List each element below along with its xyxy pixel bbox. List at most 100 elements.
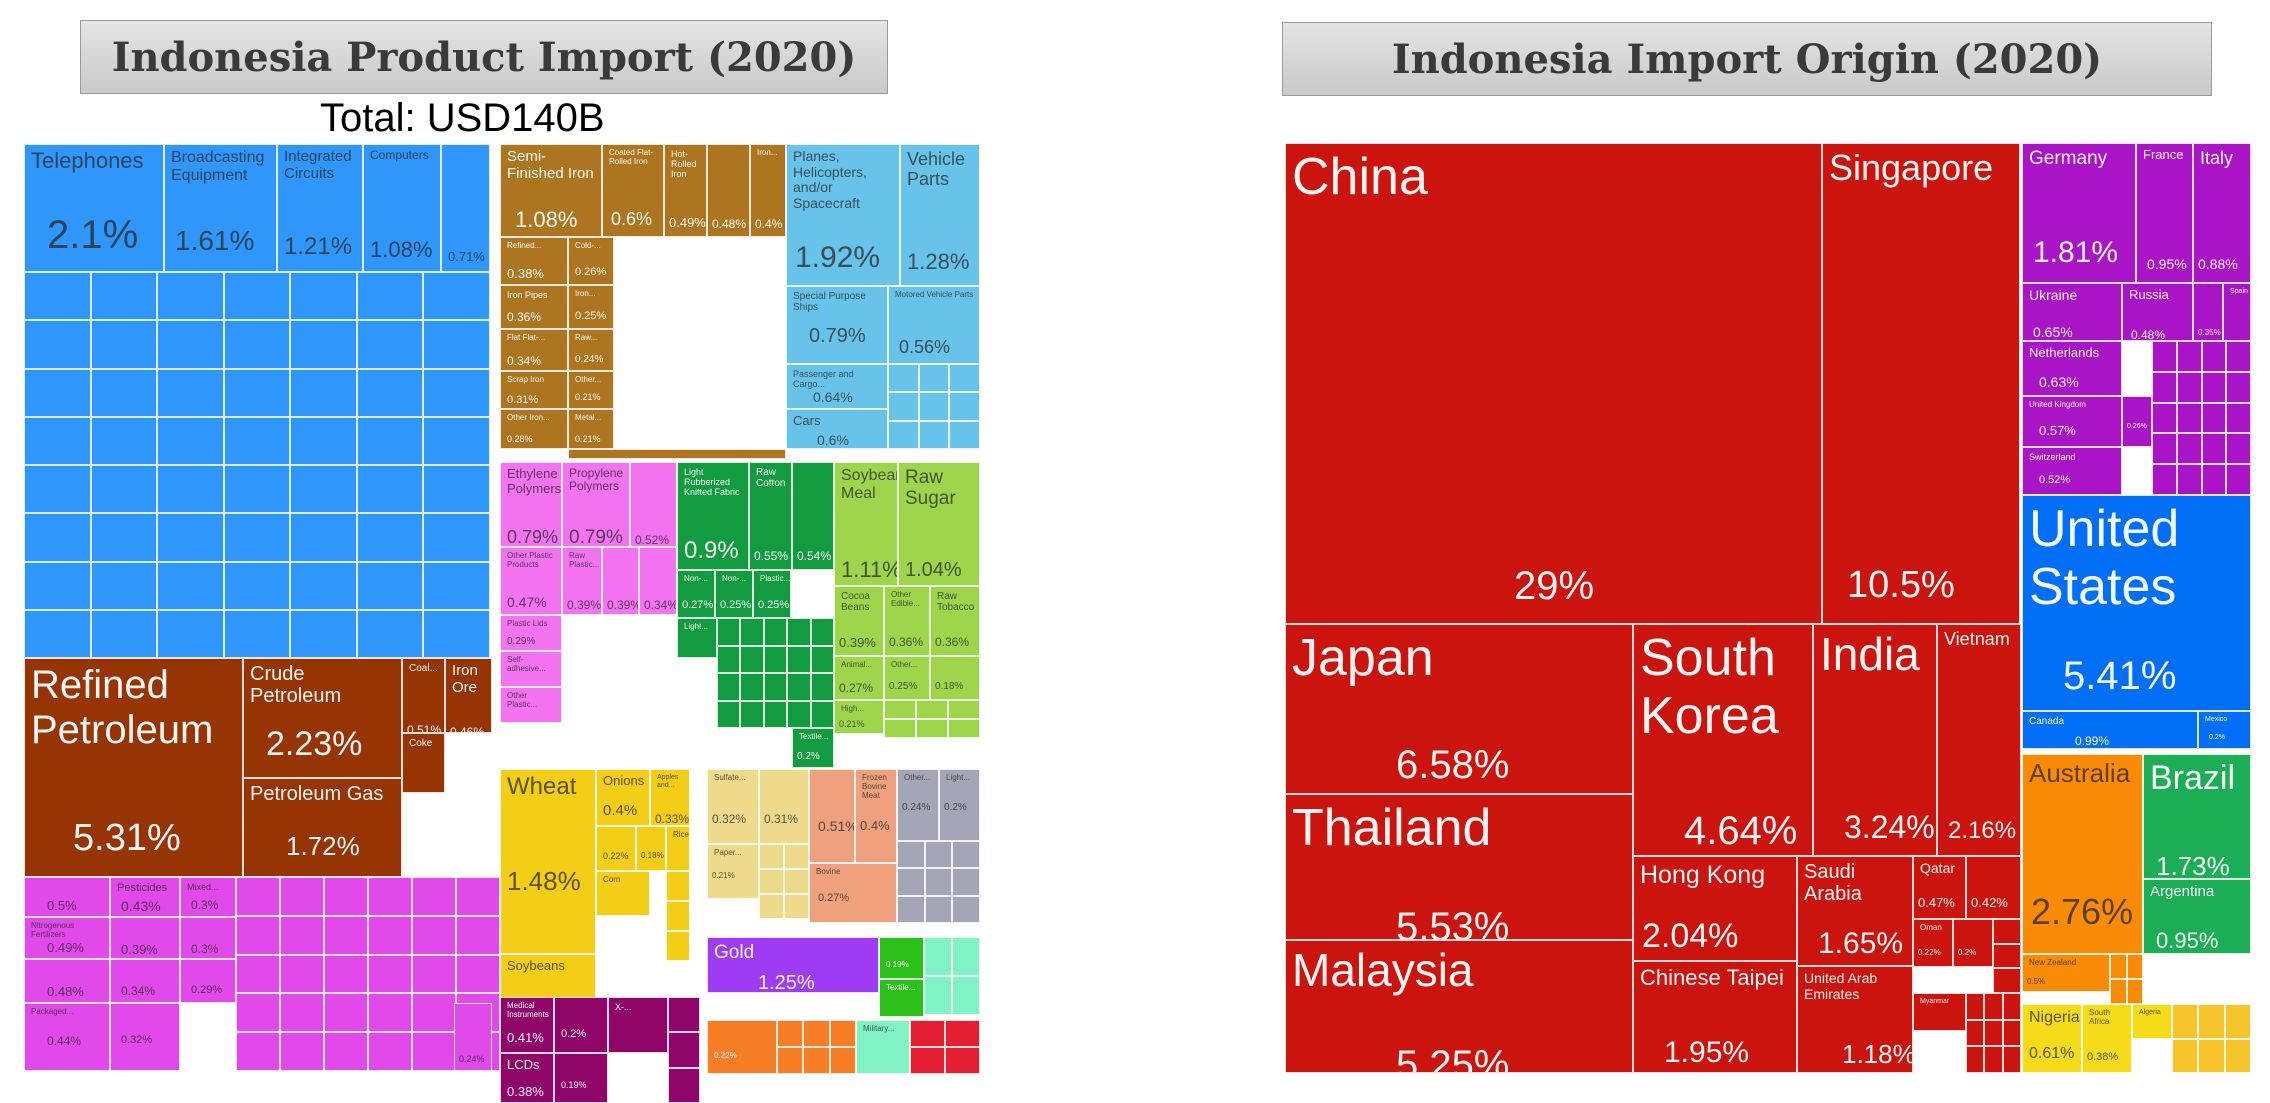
minor-tile — [24, 561, 91, 610]
treemap-tile: Non-... 0.25% — [715, 570, 753, 618]
tile-label: Computers — [370, 148, 429, 162]
treemap-tile: Vehicle Parts 1.28% — [900, 144, 980, 286]
treemap-tile: Special Purpose Ships 0.79% — [786, 286, 888, 364]
minor-tile — [90, 561, 158, 610]
minor-tile — [668, 1032, 700, 1068]
treemap-tile: Sulfate... 0.32% — [707, 769, 759, 844]
tile-value: 0.33% — [655, 812, 690, 826]
minor-tile — [280, 1032, 324, 1071]
minor-tile — [2226, 341, 2251, 372]
minor-tile — [157, 465, 224, 514]
tile-label: Australia — [2029, 758, 2131, 788]
minor-tile — [356, 272, 424, 321]
tile-label: Refined Petroleum — [31, 663, 214, 752]
treemap-tile: 0.22% — [707, 1020, 777, 1074]
tile-label: Switzerland — [2029, 452, 2076, 462]
tile-value: 0.2% — [561, 1028, 587, 1040]
tile-label: United Arab Emirates — [1804, 970, 1878, 1002]
treemap-tile: Soybean Meal 1.11% — [834, 462, 898, 586]
tile-label: Animal... — [841, 660, 873, 669]
tile-value: 0.21% — [839, 719, 865, 729]
tile-label: Packaged... — [31, 1007, 74, 1016]
minor-tile — [236, 954, 280, 994]
tile-value: 0.39% — [839, 635, 876, 650]
minor-tile — [784, 844, 809, 869]
treemap-tile: Petroleum Gas 1.72% — [243, 778, 402, 877]
minor-tile — [717, 645, 741, 673]
minor-tile — [236, 877, 280, 916]
tile-label: Semi-Finished Iron — [507, 148, 594, 182]
tile-value: 29% — [1514, 564, 1595, 608]
minor-tile — [924, 937, 952, 976]
treemap-tile: Iron... 0.25% — [568, 285, 614, 329]
tile-value: 1.92% — [795, 241, 881, 274]
tile-value: 0.99% — [2075, 734, 2110, 748]
tile-value: 0.4% — [755, 217, 783, 231]
minor-tile — [356, 320, 424, 369]
tile-value: 0.36% — [507, 310, 542, 324]
minor-tile — [910, 1047, 945, 1074]
treemap-tile: Animal... 0.27% — [834, 656, 884, 700]
treemap-tile: Refined Petroleum 5.31% — [24, 658, 243, 877]
tile-value: 0.39% — [567, 598, 602, 612]
minor-tile — [423, 513, 490, 562]
minor-tile — [90, 272, 158, 321]
tile-value: 0.25% — [575, 310, 607, 322]
treemap-tile: 0.29% — [180, 959, 236, 1003]
treemap-tile: 0.71% — [441, 144, 490, 272]
minor-tile — [787, 645, 811, 673]
tile-label: Integrated Circuits — [284, 148, 352, 182]
tile-value: 0.9% — [684, 537, 739, 564]
tile-value: 0.22% — [603, 851, 629, 861]
tile-label: Wheat — [507, 773, 577, 800]
tile-value: 0.44% — [47, 1034, 82, 1048]
tile-value: 0.32% — [121, 1034, 153, 1046]
treemap-tile: Japan 6.58% — [1285, 624, 1633, 794]
import-origin-treemap: China 29% Singapore 10.5% Japan 6.58% Thailand… — [1285, 143, 2251, 1073]
treemap-tile: Other... 0.25% — [884, 656, 930, 700]
tile-label: Light... — [684, 622, 709, 631]
minor-tile — [290, 416, 357, 465]
minor-tile — [1966, 1019, 1985, 1047]
minor-tile — [2002, 1019, 2021, 1047]
tile-value: 0.56% — [899, 337, 951, 357]
tile-label: Raw Tobacco — [937, 591, 975, 614]
tile-label: Iron... — [575, 289, 596, 298]
treemap-tile: United Kingdom 0.57% — [2022, 396, 2122, 447]
minor-tile — [784, 869, 809, 894]
tile-value: 0.28% — [507, 434, 533, 444]
treemap-tile: Light Rubberized Knitted Fabric 0.9% — [677, 462, 749, 570]
minor-tile — [290, 272, 357, 321]
tile-value: 5.31% — [73, 817, 181, 859]
tile-value: 0.39% — [607, 598, 639, 612]
minor-tile — [924, 976, 952, 1015]
tile-value: 0.3% — [191, 942, 219, 956]
treemap-tile: India 3.24% — [1813, 624, 1937, 856]
tile-label: Crude Petroleum — [250, 663, 342, 708]
treemap-tile: Germany 1.81% — [2022, 143, 2136, 283]
minor-tile — [223, 513, 291, 562]
treemap-tile: Propylene Polymers 0.79% — [562, 462, 630, 547]
tile-label: Motored Vehicle Parts — [895, 290, 974, 299]
treemap-tile: Italy 0.88% — [2193, 143, 2251, 283]
minor-tile — [290, 320, 357, 369]
treemap-tile: Textile... 0.2% — [792, 728, 834, 768]
tile-value: 0.79% — [569, 527, 623, 547]
minor-tile — [1984, 1019, 2003, 1047]
tile-value: 0.65% — [2033, 324, 2073, 340]
tile-label: Iron Ore — [452, 662, 478, 696]
treemap-tile: Semi-Finished Iron 1.08% — [500, 144, 602, 237]
minor-tile — [740, 700, 764, 728]
treemap-tile: 0.18% — [636, 826, 666, 871]
tile-label: Non-... — [684, 574, 709, 583]
treemap-tile: LCDs 0.38% — [500, 1053, 554, 1103]
tile-value: 5.41% — [2063, 654, 2177, 698]
tile-value: 0.32% — [712, 812, 747, 826]
tile-value: 0.48% — [2131, 328, 2166, 341]
minor-tile — [423, 609, 490, 658]
treemap-tile: Refined... 0.38% — [500, 237, 568, 285]
minor-tile — [324, 993, 368, 1033]
minor-tile — [918, 392, 950, 421]
minor-tile — [787, 673, 811, 701]
treemap-tile: High... 0.21% — [834, 700, 884, 734]
